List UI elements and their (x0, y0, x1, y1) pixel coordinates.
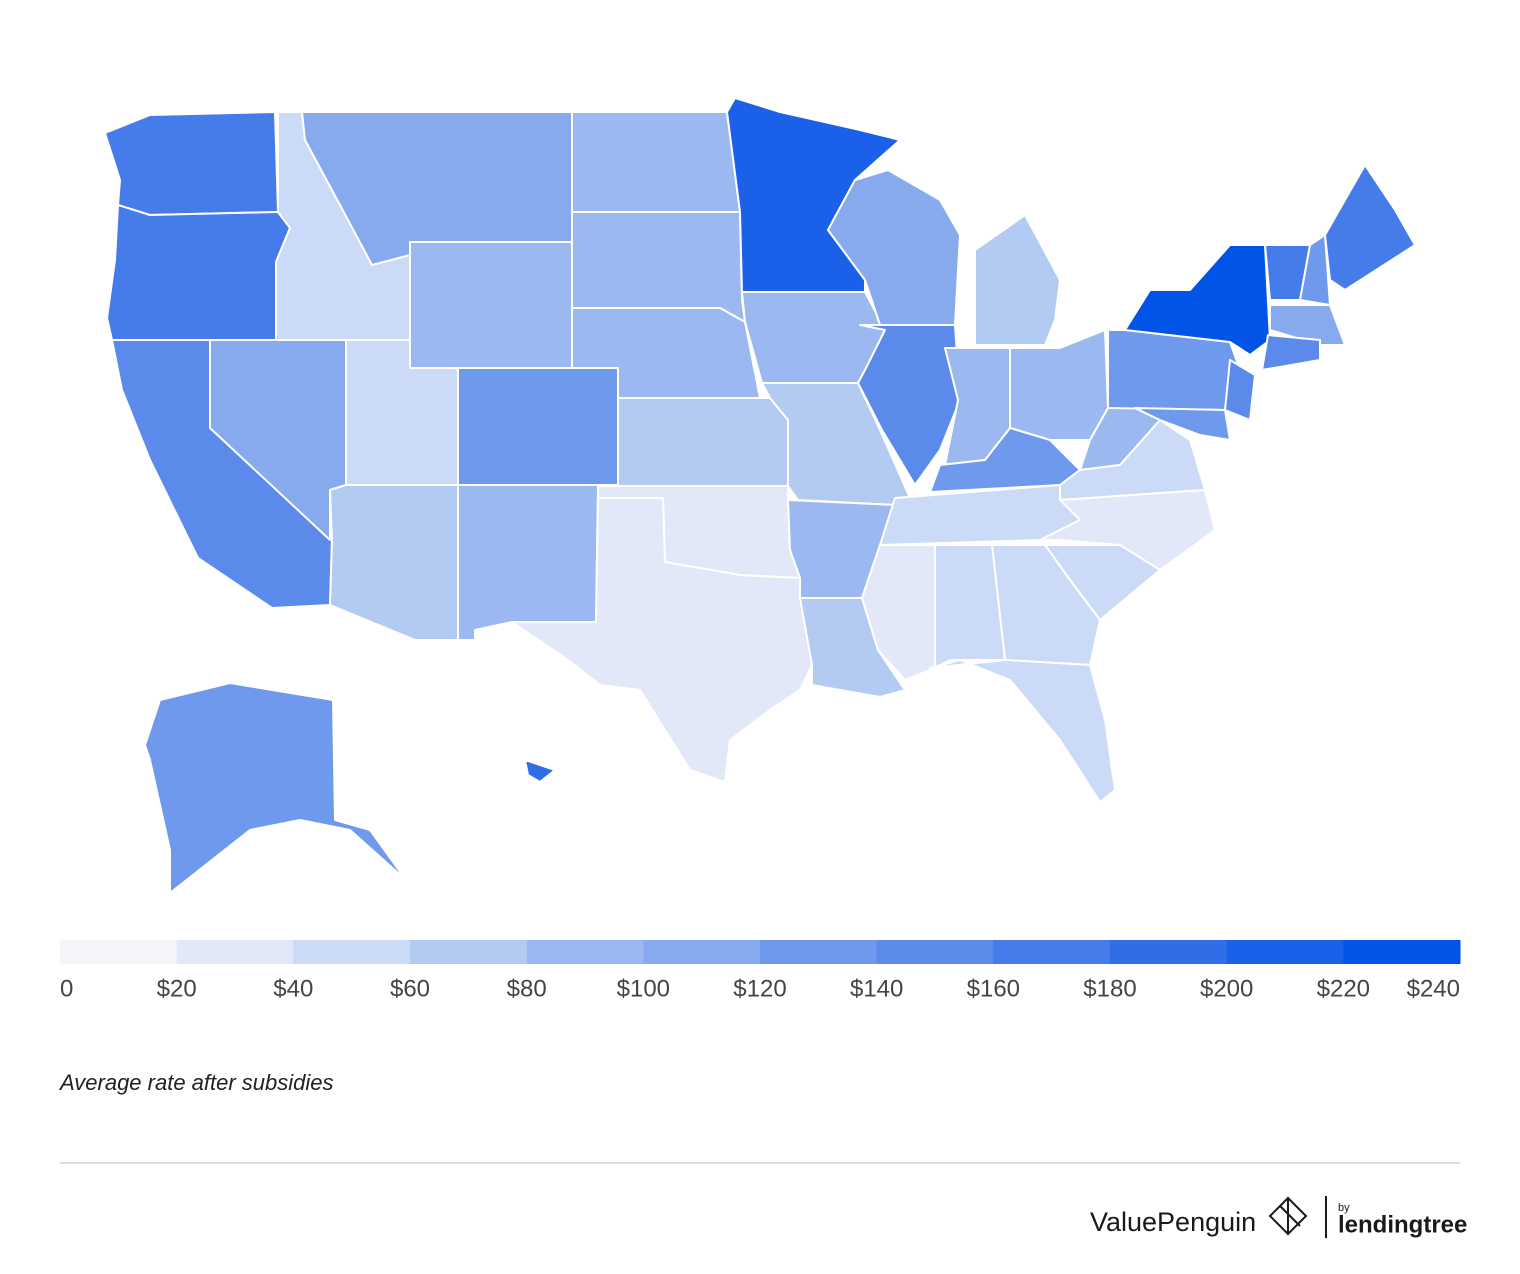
legend-swatch (876, 940, 994, 964)
legend-cap (60, 940, 72, 964)
state (511, 497, 813, 783)
legend-swatch (760, 940, 878, 964)
state (617, 397, 789, 487)
tick-label: $160 (967, 975, 1020, 1002)
state (1324, 164, 1416, 291)
legend-swatch (60, 940, 178, 964)
legend-swatch (643, 940, 761, 964)
legend-swatch (1226, 940, 1344, 964)
legend-swatch (526, 940, 644, 964)
legend-cap (1448, 940, 1460, 964)
tick-label: $240 (1407, 975, 1460, 1002)
state (104, 111, 279, 216)
state (861, 544, 936, 681)
brand-logo: ValuePenguin (1090, 1207, 1256, 1237)
state (329, 484, 459, 641)
legend-swatch (410, 940, 528, 964)
brand-by: by (1338, 1202, 1350, 1214)
legend-swatch (293, 940, 411, 964)
state (1059, 419, 1206, 501)
state (1224, 359, 1256, 421)
state (741, 291, 886, 384)
state (1039, 489, 1216, 571)
state (457, 367, 619, 486)
tick-label: $80 (507, 975, 547, 1002)
tick-label: $120 (733, 975, 786, 1002)
legend-swatch (176, 940, 294, 964)
state (571, 211, 746, 323)
state (409, 241, 573, 369)
state (1107, 329, 1241, 411)
tick-label: $220 (1317, 975, 1370, 1002)
state (1261, 334, 1321, 371)
state (457, 484, 599, 641)
tick-label: $100 (617, 975, 670, 1002)
state (974, 214, 1061, 346)
tick-label: $200 (1200, 975, 1253, 1002)
tick-label: $180 (1083, 975, 1136, 1002)
legend-swatch (1343, 940, 1461, 964)
tick-label: $140 (850, 975, 903, 1002)
state (827, 169, 961, 326)
state (144, 682, 407, 894)
penguin-icon (1268, 1196, 1308, 1236)
state (929, 427, 1081, 493)
tick-label: 0 (60, 975, 73, 1002)
state (106, 204, 291, 341)
legend-swatch (993, 940, 1111, 964)
state (934, 544, 1006, 669)
state (524, 759, 556, 783)
tick-label: $20 (157, 975, 197, 1002)
state (1269, 304, 1346, 346)
legend: 0 $20 $40 $60 $80 $100 $120 $140 $160 $180 $200 $22… (60, 940, 1461, 1002)
legend-swatch (1110, 940, 1228, 964)
state (1009, 329, 1109, 441)
state (571, 111, 741, 213)
partner-logo: lendingtree (1338, 1211, 1467, 1238)
tick-label: $60 (390, 975, 430, 1002)
caption: Average rate after subsidies (58, 1070, 334, 1095)
state (1134, 407, 1231, 441)
state (929, 659, 1116, 803)
tick-label: $40 (273, 975, 313, 1002)
states (104, 97, 1416, 894)
